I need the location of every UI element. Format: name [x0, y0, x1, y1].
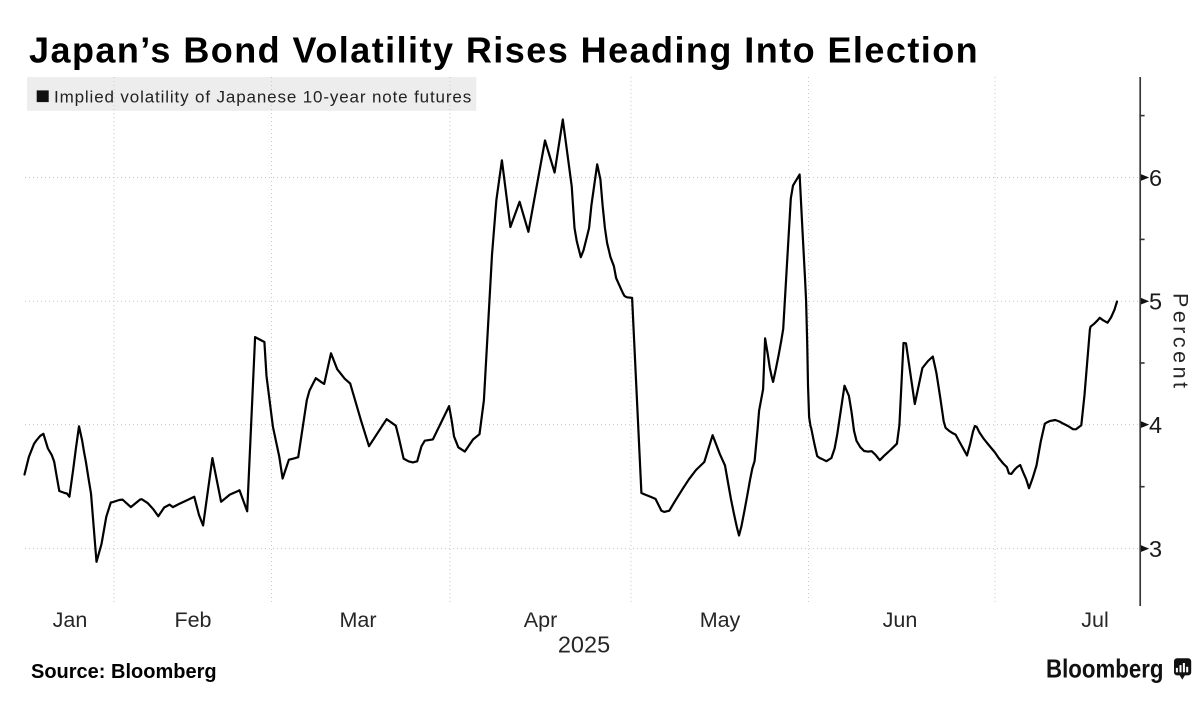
svg-text:Percent: Percent [1168, 293, 1192, 388]
svg-text:Feb: Feb [174, 608, 211, 632]
svg-text:Japan’s Bond Volatility Rises: Japan’s Bond Volatility Rises Heading In… [29, 30, 979, 71]
svg-text:Jan: Jan [53, 608, 88, 632]
svg-text:2025: 2025 [558, 631, 610, 657]
svg-text:Apr: Apr [524, 608, 557, 632]
svg-text:Jun: Jun [883, 608, 918, 632]
svg-text:Implied volatility of Japanese: Implied volatility of Japanese 10-year n… [54, 88, 472, 107]
svg-text:May: May [700, 608, 741, 632]
svg-text:4: 4 [1149, 412, 1162, 438]
svg-text:Bloomberg: Bloomberg [1046, 653, 1164, 683]
svg-text:6: 6 [1149, 165, 1162, 191]
svg-text:5: 5 [1149, 289, 1162, 315]
svg-text:Source: Bloomberg: Source: Bloomberg [31, 661, 217, 683]
svg-text:Jul: Jul [1081, 608, 1108, 632]
svg-text:3: 3 [1149, 536, 1162, 562]
svg-text:Mar: Mar [339, 608, 376, 632]
